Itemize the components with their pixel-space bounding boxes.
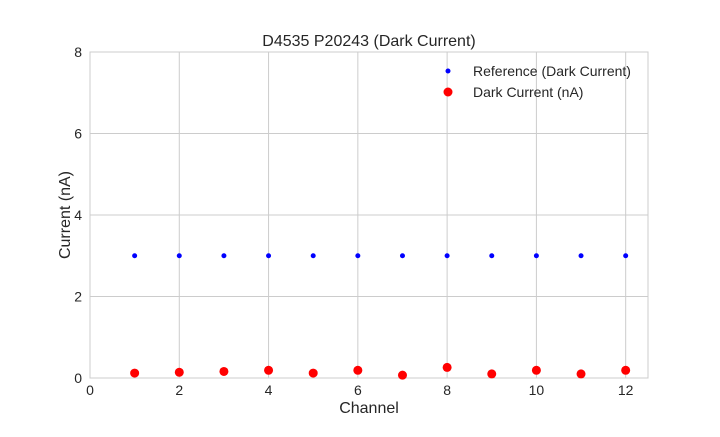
- reference-point: [444, 253, 450, 259]
- reference-point: [578, 253, 584, 259]
- reference-point: [623, 253, 629, 259]
- y-tick-label: 8: [74, 44, 82, 60]
- reference-point: [533, 253, 539, 259]
- y-tick-label: 6: [74, 126, 82, 142]
- x-tick-label: 6: [354, 382, 362, 398]
- x-tick-label: 12: [618, 382, 634, 398]
- legend-label-reference: Reference (Dark Current): [473, 63, 631, 79]
- y-tick-label: 4: [74, 207, 82, 223]
- dark-current-point: [442, 362, 452, 372]
- reference-point: [266, 253, 272, 259]
- reference-point: [355, 253, 361, 259]
- y-axis-ticks: 0 2 4 6 8: [74, 44, 82, 386]
- dark-current-point: [487, 369, 497, 379]
- chart-title: D4535 P20243 (Dark Current): [262, 33, 475, 50]
- dark-current-point: [531, 365, 541, 375]
- dark-current-point: [174, 367, 184, 377]
- dark-current-point: [308, 368, 318, 378]
- x-tick-label: 10: [529, 382, 545, 398]
- dark-current-point: [353, 365, 363, 375]
- dark-current-point: [219, 366, 229, 376]
- dark-current-point: [576, 369, 586, 379]
- x-axis-ticks: 0 2 4 6 8 10 12: [86, 382, 634, 398]
- x-axis-label: Channel: [339, 400, 399, 417]
- x-tick-label: 0: [86, 382, 94, 398]
- legend-marker-reference: [445, 68, 451, 74]
- x-tick-label: 2: [175, 382, 183, 398]
- reference-point: [132, 253, 138, 259]
- dark-current-point: [264, 365, 274, 375]
- x-tick-label: 8: [443, 382, 451, 398]
- y-tick-label: 2: [74, 289, 82, 305]
- reference-point: [176, 253, 182, 259]
- legend: Reference (Dark Current) Dark Current (n…: [443, 63, 631, 100]
- dark-current-point: [397, 370, 407, 380]
- plot-frame: [89, 51, 649, 379]
- x-tick-label: 4: [265, 382, 273, 398]
- reference-point: [310, 253, 316, 259]
- dark-current-point: [130, 368, 140, 378]
- legend-marker-dark-current: [443, 87, 453, 97]
- grid: [89, 51, 648, 379]
- reference-point: [399, 253, 405, 259]
- dark-current-point: [621, 365, 631, 375]
- legend-label-dark-current: Dark Current (nA): [473, 84, 583, 100]
- reference-point: [489, 253, 495, 259]
- data-points: [130, 253, 631, 380]
- y-tick-label: 0: [74, 370, 82, 386]
- y-axis-label: Current (nA): [57, 171, 74, 259]
- reference-point: [221, 253, 227, 259]
